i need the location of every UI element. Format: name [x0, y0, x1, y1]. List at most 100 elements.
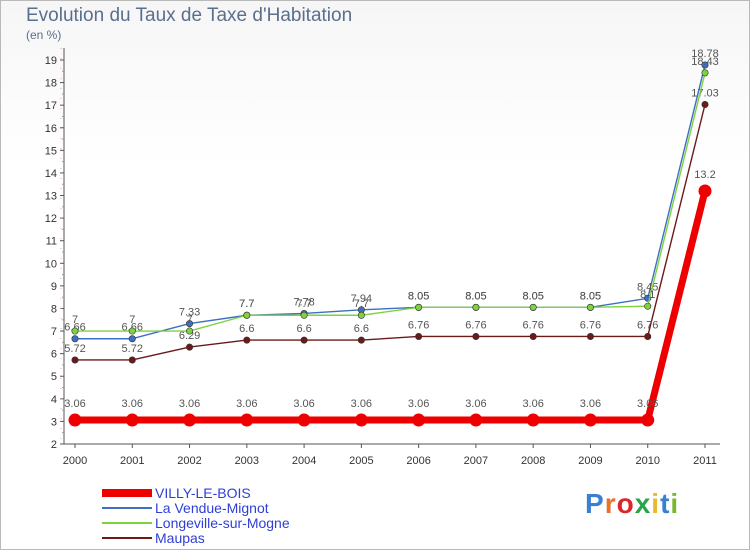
y-tick-label: 10: [45, 258, 57, 270]
y-tick-label: 9: [51, 281, 57, 293]
data-label: 7: [186, 314, 192, 326]
data-label: 7.94: [351, 293, 372, 305]
series-line-la-vendue-mignot: [75, 64, 706, 340]
data-label: 3.06: [637, 398, 658, 410]
data-label: 8.05: [408, 290, 429, 302]
data-label: 5.72: [122, 343, 143, 355]
data-label: 6.6: [239, 323, 254, 335]
logo-letter: i: [670, 488, 680, 519]
y-tick-label: 2: [51, 439, 57, 451]
data-point: [412, 413, 426, 427]
data-point: [472, 303, 480, 311]
x-tick-label: 2010: [635, 455, 659, 467]
data-point: [701, 100, 709, 108]
x-tick-label: 2007: [464, 455, 488, 467]
x-tick-label: 2008: [521, 455, 545, 467]
y-tick-label: 5: [51, 371, 57, 383]
logo-letter: r: [604, 488, 617, 519]
data-point: [71, 327, 79, 335]
data-point: [701, 61, 709, 69]
y-tick-label: 6: [51, 349, 57, 361]
data-label: 8.05: [522, 290, 543, 302]
data-point: [240, 413, 254, 427]
data-point: [415, 303, 423, 311]
data-point: [586, 332, 594, 340]
data-point: [641, 413, 655, 427]
data-point: [128, 327, 136, 335]
data-point: [125, 413, 139, 427]
data-label: 3.06: [64, 398, 85, 410]
logo-letter: P: [585, 488, 605, 519]
data-label: 3.06: [293, 398, 314, 410]
data-label: 7: [72, 314, 78, 326]
logo-letter: t: [660, 488, 671, 519]
data-point: [472, 332, 480, 340]
x-tick-label: 2009: [578, 455, 602, 467]
data-label: 8.05: [580, 290, 601, 302]
data-point: [186, 320, 194, 328]
data-label: 6.6: [354, 323, 369, 335]
legend-label: Maupas: [155, 530, 205, 546]
data-point: [186, 343, 194, 351]
data-label: 13.2: [694, 169, 715, 181]
y-tick-label: 12: [45, 213, 57, 225]
data-label: 8.05: [408, 290, 429, 302]
series-line-villy-le-bois: [75, 190, 709, 424]
data-point: [644, 302, 652, 310]
y-tick-label: 13: [45, 191, 57, 203]
y-tick-label: 18: [45, 78, 57, 90]
x-tick-label: 2005: [349, 455, 373, 467]
data-point: [583, 413, 597, 427]
data-label: 8.1: [640, 289, 655, 301]
data-point: [128, 335, 136, 343]
data-point: [128, 356, 136, 364]
x-tick-label: 2006: [406, 455, 430, 467]
legend-label: VILLY-LE-BOIS: [155, 485, 251, 501]
data-label: 8.05: [580, 290, 601, 302]
logo-letter: o: [616, 488, 635, 519]
data-point: [183, 413, 197, 427]
data-label: 3.06: [351, 398, 372, 410]
chart-title: Evolution du Taux de Taxe d'Habitation: [26, 5, 353, 26]
data-label: 6.76: [637, 319, 658, 331]
y-tick-label: 14: [45, 168, 57, 180]
data-label: 7: [129, 314, 135, 326]
data-label: 3.06: [122, 398, 143, 410]
data-point: [354, 413, 368, 427]
data-point: [300, 336, 308, 344]
data-label: 7.7: [354, 298, 369, 310]
data-label: 3.06: [522, 398, 543, 410]
x-tick-label: 2000: [63, 455, 87, 467]
data-label: 18.78: [691, 48, 719, 60]
data-point: [701, 69, 709, 77]
x-tick-label: 2003: [235, 455, 259, 467]
data-label: 8.05: [465, 290, 486, 302]
data-point: [186, 327, 194, 335]
data-label: 3.06: [465, 398, 486, 410]
y-tick-label: 15: [45, 145, 57, 157]
data-label: 8.05: [522, 290, 543, 302]
data-label: 6.76: [465, 319, 486, 331]
data-label: 7.7: [239, 298, 254, 310]
data-label: 17.03: [691, 87, 719, 99]
data-point: [243, 311, 251, 319]
data-label: 6.6: [296, 323, 311, 335]
logo-letter: x: [634, 488, 652, 519]
data-label: 6.76: [580, 319, 601, 331]
legend-label: Longeville-sur-Mogne: [155, 515, 290, 531]
data-point: [297, 413, 311, 427]
data-point: [357, 336, 365, 344]
data-label: 3.06: [408, 398, 429, 410]
data-label: 6.76: [408, 319, 429, 331]
data-label: 6.76: [522, 319, 543, 331]
y-tick-label: 17: [45, 100, 57, 112]
y-tick-label: 16: [45, 123, 57, 135]
logo-letter: i: [651, 488, 661, 519]
y-tick-label: 7: [51, 326, 57, 338]
data-point: [586, 303, 594, 311]
data-label: 3.06: [236, 398, 257, 410]
x-tick-label: 2001: [120, 455, 144, 467]
series-line-longeville-sur-mogne: [75, 72, 706, 332]
data-label: 7.7: [296, 298, 311, 310]
